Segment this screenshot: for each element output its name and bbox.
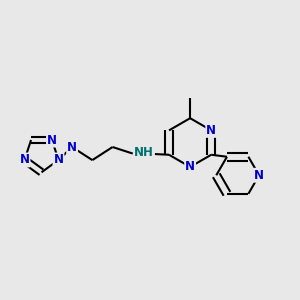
Text: N: N	[53, 154, 64, 166]
Text: N: N	[185, 160, 195, 173]
Text: N: N	[254, 169, 264, 182]
Text: N: N	[206, 124, 216, 137]
Text: N: N	[47, 134, 57, 146]
Text: N: N	[67, 140, 77, 154]
Text: N: N	[20, 154, 30, 166]
Text: NH: NH	[134, 146, 154, 160]
